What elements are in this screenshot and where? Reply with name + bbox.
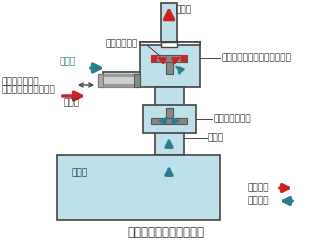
- Bar: [143, 105, 196, 133]
- Bar: [98, 74, 140, 77]
- Bar: [155, 87, 184, 155]
- Bar: [57, 155, 220, 220]
- Bar: [151, 55, 157, 62]
- Text: クランクにより: クランクにより: [2, 77, 40, 86]
- Bar: [166, 108, 173, 118]
- Text: チェックバルブ: チェックバルブ: [213, 114, 251, 123]
- Bar: [140, 42, 200, 45]
- Bar: [98, 84, 140, 87]
- Text: 吸込口: 吸込口: [208, 134, 224, 143]
- Text: プランジャーポンプ構造: プランジャーポンプ構造: [128, 226, 204, 239]
- Text: シャフトが往復動する: シャフトが往復動する: [2, 85, 56, 94]
- Text: チェックバルブ（逆流防止）: チェックバルブ（逆流防止）: [221, 53, 291, 62]
- Text: 吸込み: 吸込み: [60, 58, 76, 67]
- Bar: [140, 42, 200, 87]
- Bar: [166, 62, 173, 74]
- Text: 吐出し: 吐出し: [63, 98, 79, 107]
- Text: タンク: タンク: [72, 168, 88, 177]
- Bar: [98, 74, 103, 87]
- Text: 吐出口: 吐出口: [175, 6, 191, 15]
- Bar: [151, 118, 187, 124]
- Bar: [134, 74, 140, 87]
- Text: 吸込み：: 吸込み：: [247, 197, 268, 205]
- Bar: [181, 55, 187, 62]
- Bar: [161, 3, 177, 42]
- Bar: [103, 72, 140, 87]
- Bar: [98, 74, 140, 87]
- Bar: [161, 42, 177, 47]
- Bar: [151, 55, 187, 62]
- Text: 吐出し：: 吐出し：: [247, 183, 268, 192]
- Text: プランジャー: プランジャー: [105, 39, 137, 48]
